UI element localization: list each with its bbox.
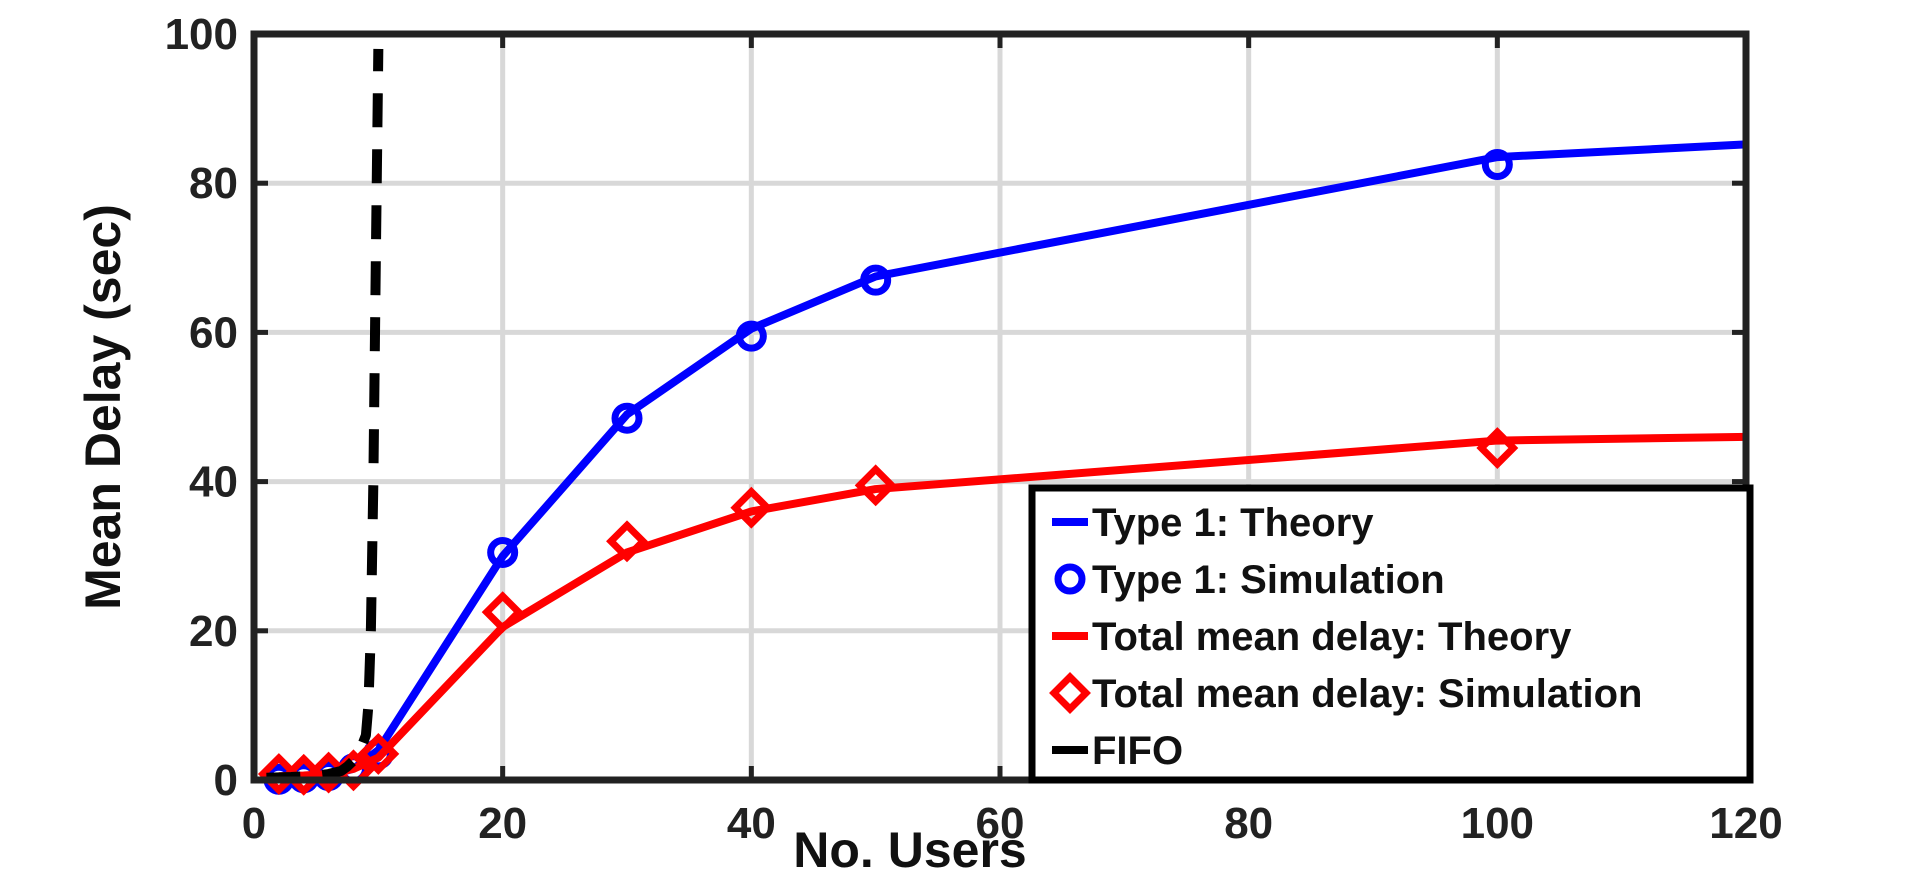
x-tick-label: 0 [242, 799, 266, 848]
x-tick-label: 40 [727, 799, 776, 848]
legend-label: Total mean delay: Simulation [1092, 672, 1642, 716]
legend-label: Type 1: Theory [1092, 501, 1374, 545]
y-tick-label: 0 [214, 756, 238, 805]
x-tick-label: 120 [1709, 799, 1782, 848]
legend-label: Total mean delay: Theory [1092, 615, 1572, 659]
legend-label: FIFO [1092, 729, 1183, 773]
legend-box [1028, 484, 1754, 784]
plot-series [257, 48, 1747, 796]
legend: Type 1: Theory Type 1: Simulation Total me… [1028, 484, 1754, 784]
y-tick-label: 40 [189, 458, 238, 507]
legend-label: Type 1: Simulation [1092, 558, 1445, 602]
y-tick-label: 20 [189, 607, 238, 656]
diamond-marker [730, 486, 773, 529]
dashed-series-line [266, 48, 384, 783]
diamond-marker [1476, 427, 1519, 469]
circle-marker [487, 536, 519, 568]
axis-ticks: 0 20 40 60 80 100 120 0 20 40 60 80 100 [165, 10, 1783, 848]
circle-marker [1481, 149, 1513, 181]
y-axis-title: Mean Delay (sec) [75, 204, 131, 610]
diamond-marker [1049, 672, 1091, 714]
circle-marker [860, 264, 892, 296]
circle-marker [611, 402, 643, 434]
circle-marker [1054, 563, 1086, 595]
series-4 [266, 48, 384, 783]
x-axis-title: No. Users [793, 822, 1026, 878]
y-tick-label: 80 [189, 159, 238, 208]
diamond-marker [357, 732, 400, 775]
y-tick-label: 60 [189, 308, 238, 357]
x-tick-label: 60 [976, 799, 1025, 848]
diamond-marker [606, 520, 648, 563]
diamond-marker [481, 591, 524, 634]
x-tick-label: 20 [478, 799, 527, 848]
y-tick-label: 100 [165, 10, 238, 59]
x-tick-label: 80 [1224, 799, 1273, 848]
diamond-marker [854, 464, 897, 507]
circle-marker [735, 320, 767, 352]
x-tick-label: 100 [1461, 799, 1534, 848]
